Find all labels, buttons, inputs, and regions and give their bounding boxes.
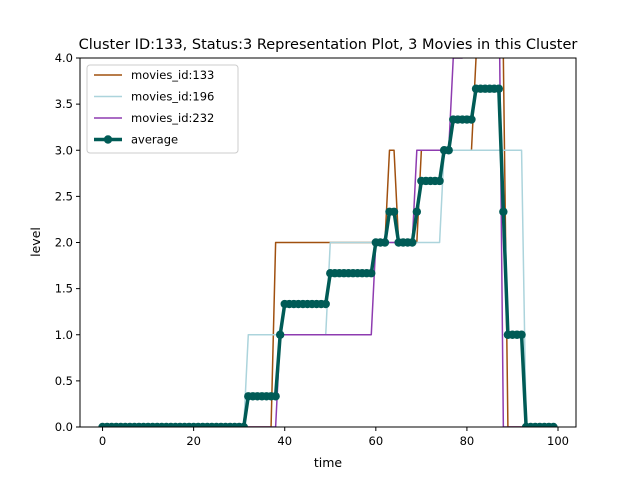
legend-label-2: movies_id:232	[131, 111, 214, 125]
legend-box	[86, 64, 239, 154]
legend: movies_id:133 movies_id:196 movies_id:232a…	[86, 64, 239, 154]
average-point-92	[517, 330, 526, 339]
y-tick-label-8: 4.0	[55, 51, 73, 65]
average-point-99	[549, 422, 558, 427]
y-tick-label-3: 1.5	[55, 282, 73, 296]
legend-marker-3	[103, 135, 113, 144]
average-point-39	[275, 330, 285, 339]
x-tick-label-4: 80	[460, 434, 475, 448]
average-point-62	[380, 238, 390, 247]
average-point-81	[467, 115, 476, 124]
average-point-76	[444, 146, 453, 155]
x-tick-label-5: 100	[547, 434, 569, 448]
average-point-68	[408, 238, 417, 247]
y-tick-label-5: 2.5	[55, 189, 73, 203]
average-point-31	[239, 422, 248, 427]
average-point-59	[367, 269, 376, 278]
average-point-74	[435, 176, 444, 186]
y-tick-label-2: 1.0	[55, 328, 73, 342]
x-tick-label-3: 60	[369, 434, 384, 448]
series-line-0	[102, 58, 554, 427]
y-tick-label-1: 0.5	[55, 374, 73, 388]
x-tick-label-1: 20	[186, 434, 201, 448]
average-point-87	[494, 84, 503, 93]
series-line-2	[102, 58, 554, 427]
y-tick-label-7: 3.5	[55, 97, 73, 111]
x-axis: 0 20 40 60 80 100	[99, 427, 569, 448]
y-tick-label-6: 3.0	[55, 143, 73, 157]
legend-label-0: movies_id:133	[131, 68, 214, 82]
average-point-88	[499, 207, 508, 216]
legend-label-3: average	[131, 133, 178, 147]
series-layer	[98, 58, 558, 427]
average-point-38	[271, 392, 280, 401]
average-point-49	[321, 299, 330, 309]
x-tick-label-2: 40	[277, 434, 292, 448]
x-tick-label-0: 0	[99, 434, 106, 448]
legend-label-1: movies_id:196	[131, 90, 214, 104]
chart-title: Cluster ID:133, Status:3 Representation …	[79, 37, 578, 53]
x-axis-label: time	[314, 455, 343, 470]
y-tick-label-0: 0.0	[55, 420, 73, 434]
y-tick-label-4: 2.0	[55, 236, 73, 250]
y-axis-label: level	[28, 227, 43, 257]
y-axis: 0.0 0.5 1.0 1.5 2.0 2.5 3.0 3.5 4.0	[55, 51, 80, 434]
average-point-64	[389, 207, 399, 216]
average-point-69	[412, 207, 422, 216]
